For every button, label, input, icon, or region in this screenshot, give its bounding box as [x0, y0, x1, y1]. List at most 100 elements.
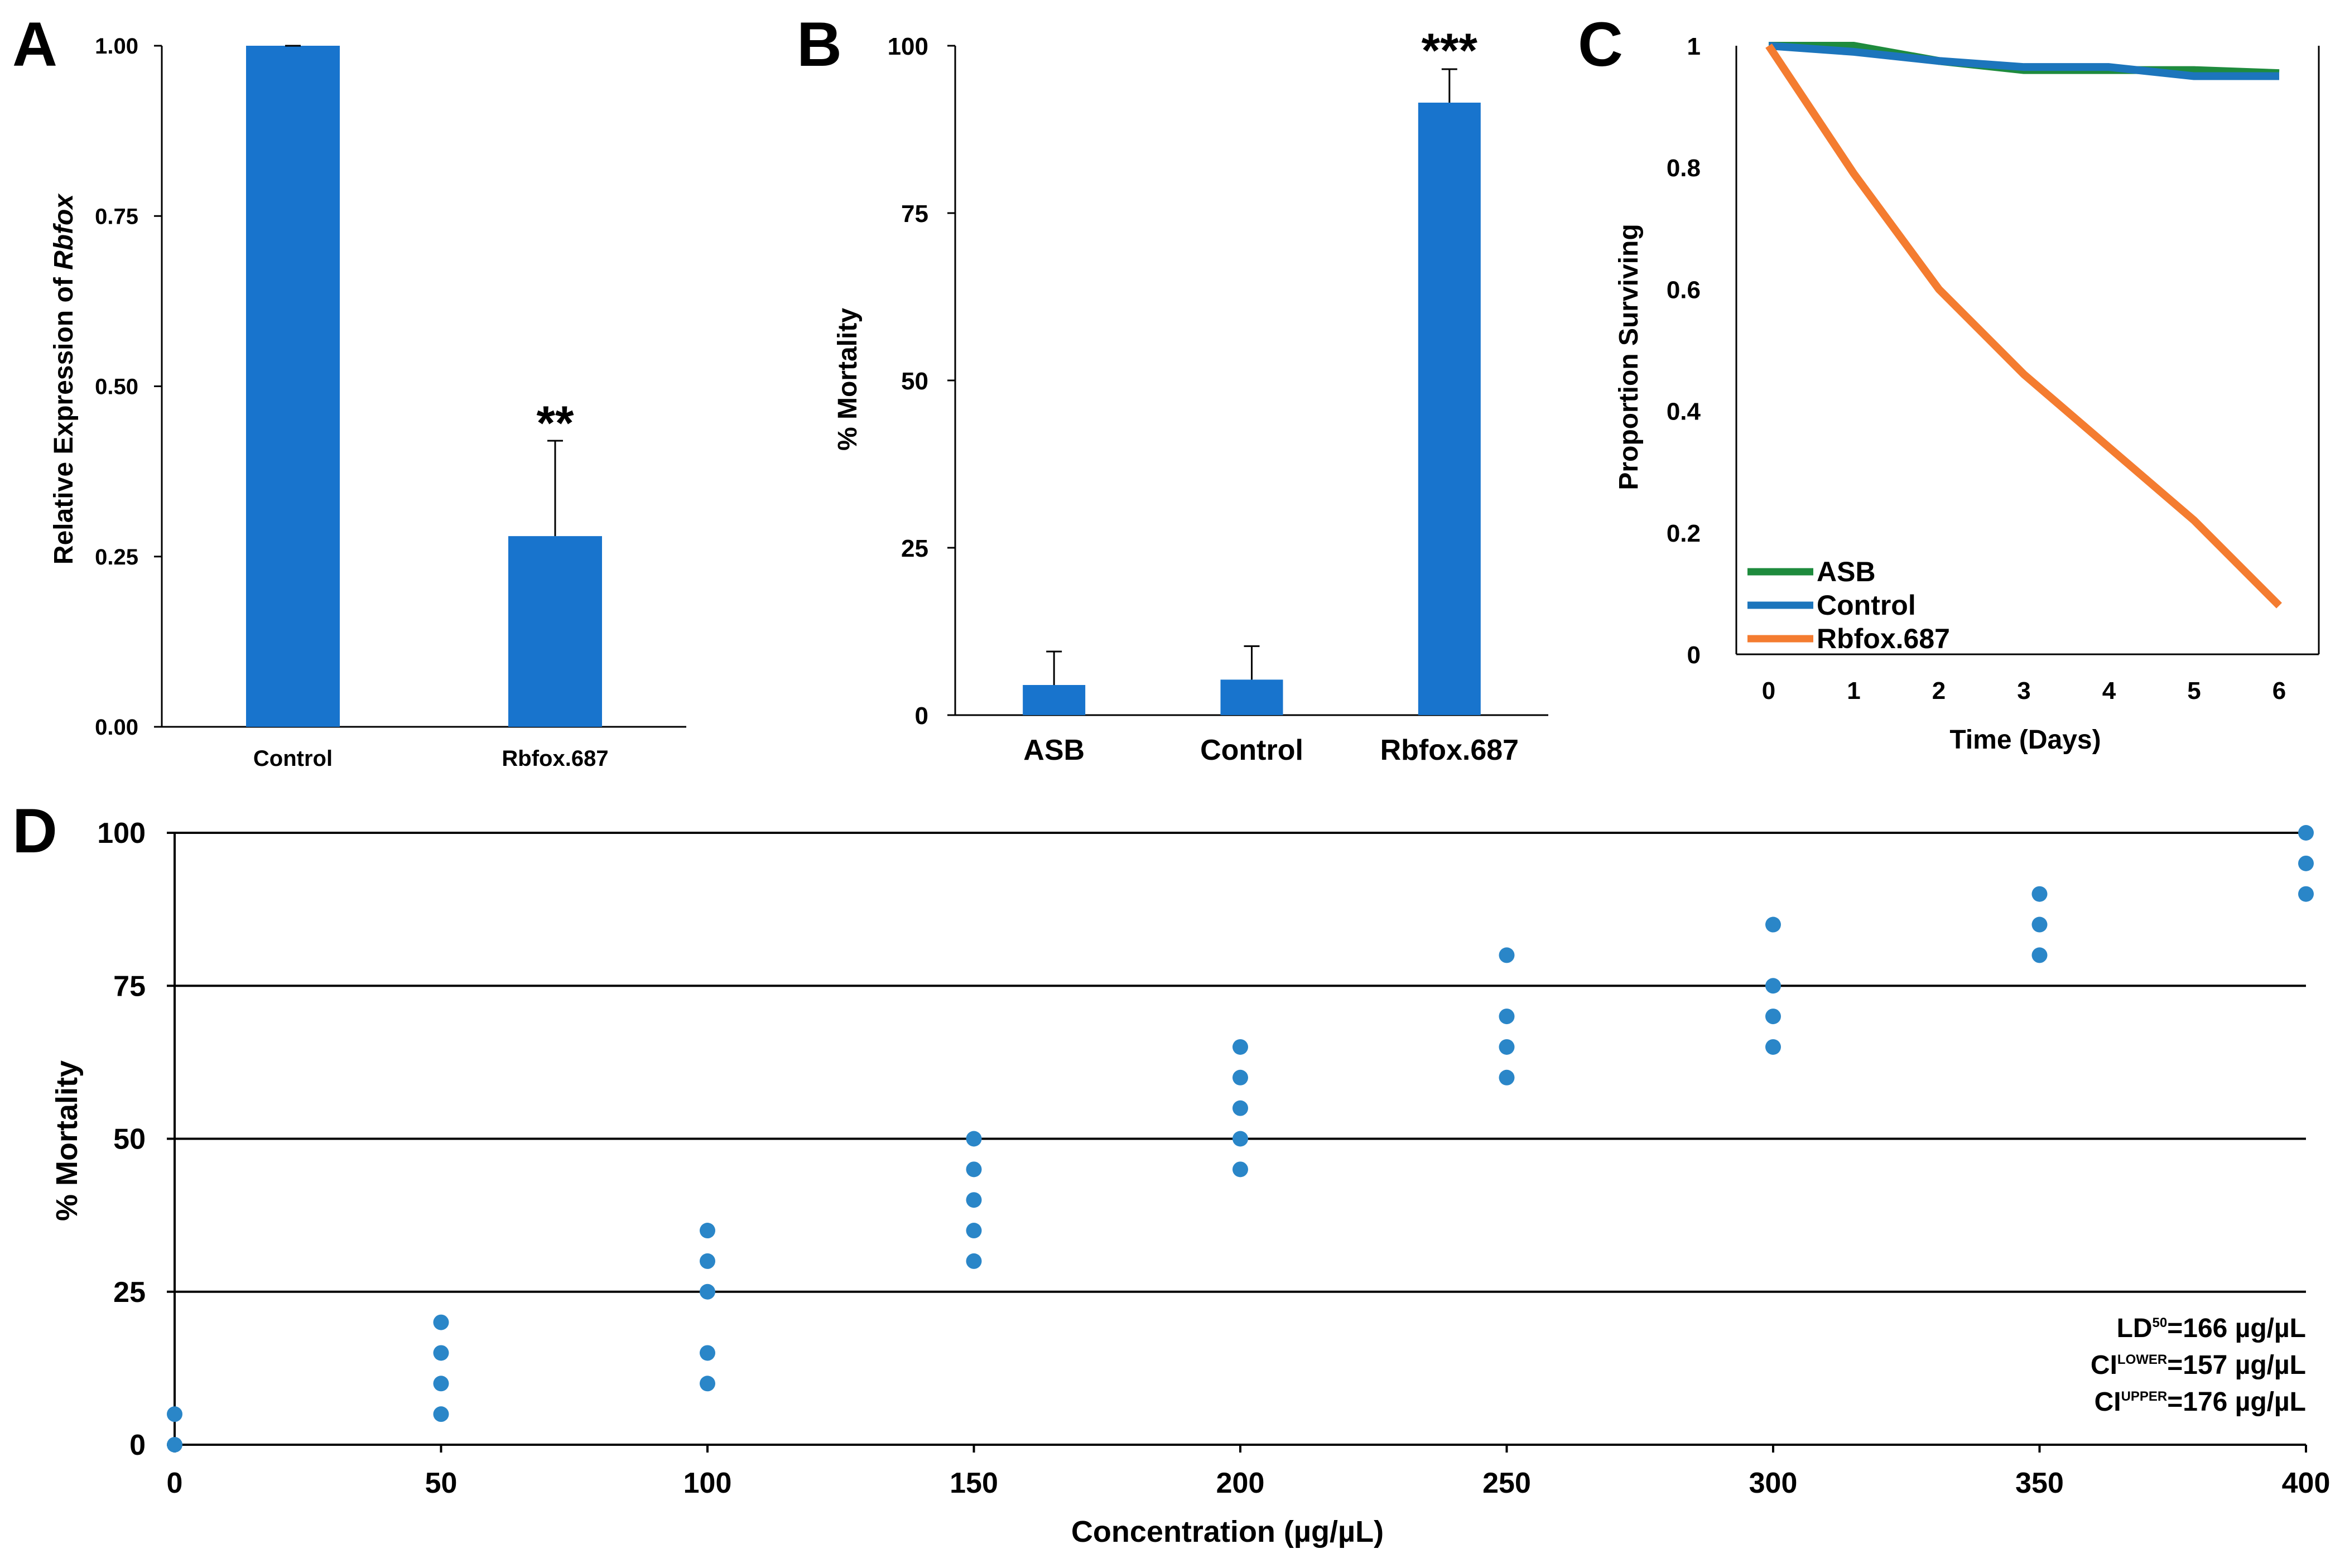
panel-d-data-point — [2031, 916, 2048, 933]
panel-b-xtick-label: ASB — [1023, 734, 1085, 766]
panel-d-data-point — [966, 1131, 982, 1147]
panel-b-xtick-label: Rbfox.687 — [1380, 734, 1519, 766]
panel-d-data-point — [1499, 1039, 1515, 1055]
panel-a-ytick-label: 1.00 — [95, 34, 138, 59]
panel-d-data-point — [433, 1345, 449, 1361]
panel-b-chart: % Mortality 0 25 50 75 100 ASB Control *** Rbfox… — [833, 24, 1548, 766]
panel-c-legend-label: ASB — [1817, 556, 1876, 587]
panel-d-data-point — [700, 1223, 715, 1239]
panel-d-data-point — [1232, 1131, 1248, 1147]
panel-a-ytick-label: 0.75 — [95, 204, 138, 229]
panel-a-bar — [246, 46, 340, 727]
panel-d-data-point — [433, 1314, 449, 1330]
panel-d-data-point — [1232, 1100, 1248, 1116]
panel-label-d: D — [12, 796, 57, 866]
panel-d-data-point — [700, 1345, 715, 1361]
panel-d-data-point — [1765, 1009, 1781, 1025]
panel-d-xtick-label: 250 — [1482, 1467, 1531, 1499]
panel-d-data-point — [2031, 947, 2048, 963]
panel-d-xtick-label: 50 — [425, 1467, 458, 1499]
panel-label-c: C — [1578, 9, 1623, 79]
panel-d-data-point — [433, 1406, 449, 1422]
panel-d-data-point — [1765, 916, 1781, 933]
panel-c-ytick-label: 0.4 — [1667, 398, 1701, 426]
panel-c-xtick-label: 5 — [2187, 677, 2201, 705]
panel-b-bar — [1418, 103, 1481, 715]
panel-d-xtick-label: 300 — [1749, 1467, 1798, 1499]
panel-d-data-point — [1232, 1161, 1248, 1178]
annotation-main: CI — [2095, 1387, 2121, 1417]
panel-d-data-point — [167, 1437, 182, 1453]
panel-c-ytick-label: 0 — [1687, 641, 1701, 669]
panel-d-data-point — [2298, 825, 2314, 841]
panel-c-ytick-label: 0.8 — [1667, 155, 1701, 182]
panel-c-legend-label: Control — [1817, 590, 1916, 621]
panel-b-xtick-label: Control — [1200, 734, 1303, 766]
panel-a-ytick-label: 0.00 — [95, 715, 138, 740]
panel-c-xlabel: Time (Days) — [1949, 725, 2101, 755]
panel-b-ytick-label: 25 — [901, 535, 928, 562]
panel-d-xtick-label: 0 — [167, 1467, 183, 1499]
panel-d-data-point — [1765, 1039, 1781, 1055]
panel-c-ytick-label: 0.6 — [1667, 276, 1701, 303]
panel-c-xtick-label: 0 — [1762, 677, 1775, 705]
panel-d-ytick-label: 50 — [113, 1123, 146, 1156]
panel-c-xtick-label: 3 — [2017, 677, 2030, 705]
panel-d-data-point — [700, 1376, 715, 1392]
panel-a-ytick-label: 0.25 — [95, 545, 138, 570]
panel-d-data-point — [966, 1223, 982, 1239]
panel-d-data-point — [2031, 886, 2048, 902]
panel-d-data-point — [1499, 1009, 1515, 1025]
panel-b-ytick-label: 0 — [915, 702, 928, 730]
panel-d-annotation: CILOWER=157 µg/µL — [2091, 1350, 2306, 1380]
panel-c-xtick-label: 1 — [1847, 677, 1860, 705]
panel-d-annotation: CIUPPER=176 µg/µL — [2095, 1387, 2306, 1417]
panel-c-series-line — [1768, 42, 2279, 80]
panel-c-xtick-label: 2 — [1932, 677, 1946, 705]
panel-c-ytick-label: 1 — [1687, 33, 1701, 60]
panel-d-data-point — [1765, 978, 1781, 994]
panel-c-xtick-label: 4 — [2102, 677, 2116, 705]
panel-a-ylabel-prefix: Relative Expression of — [49, 270, 79, 565]
panel-c-ytick-label: 0.2 — [1667, 520, 1701, 547]
panel-label-a: A — [12, 9, 57, 79]
annotation-value: =157 µg/µL — [2167, 1350, 2306, 1380]
panel-b-bar — [1220, 679, 1283, 715]
panel-b-significance: *** — [1422, 24, 1478, 78]
panel-d-data-point — [2298, 886, 2314, 902]
panel-a-ylabel-gene: Rbfox — [49, 193, 79, 270]
panel-a-significance: ** — [537, 397, 574, 450]
annotation-superscript: 50 — [2153, 1315, 2168, 1330]
panel-d-data-point — [966, 1192, 982, 1208]
panel-d-annotation: LD50=166 µg/µL — [2117, 1314, 2306, 1343]
panel-c-chart: Proportion Surviving Time (Days) 0 0.2 0.4… — [1614, 33, 2320, 755]
panel-label-b: B — [797, 9, 842, 79]
panel-d-data-point — [2298, 855, 2314, 871]
panel-b-ytick-label: 100 — [888, 33, 928, 60]
panel-a-xtick-label: Control — [253, 746, 333, 771]
panel-a-bar — [508, 536, 602, 727]
panel-d-xtick-label: 200 — [1216, 1467, 1265, 1499]
panel-d-data-point — [966, 1161, 982, 1178]
annotation-superscript: UPPER — [2121, 1389, 2168, 1404]
panel-c-series-line — [1765, 44, 2282, 609]
panel-c-legend-label: Rbfox.687 — [1817, 623, 1950, 654]
panel-d-data-point — [1232, 1069, 1248, 1085]
panel-a-chart: Relative Expression of Rbfox 0.00 0.25 0.5… — [49, 34, 686, 771]
panel-d-data-point — [700, 1253, 715, 1269]
panel-d-data-point — [700, 1284, 715, 1300]
annotation-main: CI — [2091, 1350, 2117, 1380]
panel-d-ytick-label: 0 — [129, 1429, 146, 1461]
panel-d-xtick-label: 100 — [683, 1467, 732, 1499]
panel-d-xtick-label: 400 — [2282, 1467, 2331, 1499]
panel-d-ytick-label: 75 — [113, 970, 146, 1002]
annotation-main: LD — [2117, 1314, 2153, 1343]
panel-d-xtick-label: 350 — [2015, 1467, 2064, 1499]
panel-d-xtick-label: 150 — [950, 1467, 998, 1499]
panel-d-data-point — [1499, 947, 1515, 963]
panel-d-data-point — [167, 1406, 182, 1422]
panel-d-ylabel: % Mortality — [50, 1060, 84, 1221]
panel-b-ytick-label: 50 — [901, 368, 928, 395]
panel-c-ylabel: Proportion Surviving — [1614, 224, 1644, 490]
